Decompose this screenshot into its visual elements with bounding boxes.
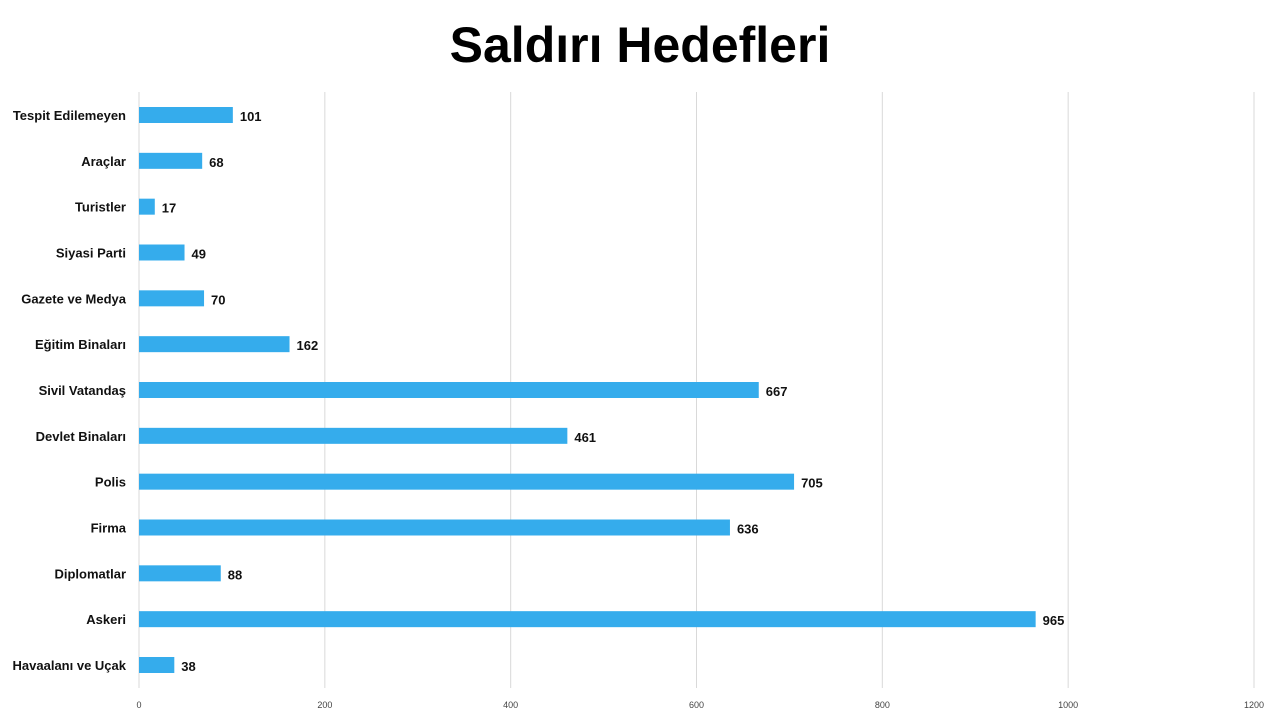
category-label: Sivil Vatandaş (39, 383, 126, 398)
data-label: 49 (192, 247, 206, 262)
bar (139, 107, 233, 123)
bar (139, 519, 730, 536)
x-tick-label: 800 (875, 700, 890, 710)
bar (139, 336, 290, 353)
bar (139, 565, 221, 582)
bar (139, 152, 203, 169)
bars (139, 107, 1036, 673)
bar (139, 382, 759, 398)
data-label: 461 (574, 430, 596, 445)
category-label: Tespit Edilemeyen (13, 108, 126, 123)
bar (139, 198, 155, 215)
bar (139, 290, 205, 307)
category-label: Firma (91, 521, 127, 536)
data-label: 101 (240, 109, 262, 124)
category-labels: Tespit Edilemeyen Araçlar Turistler Siyasi … (13, 108, 127, 673)
category-label: Havaalanı ve Uçak (13, 658, 127, 673)
data-label: 965 (1043, 613, 1065, 628)
bar (139, 657, 175, 673)
data-label: 68 (209, 155, 223, 170)
x-tick-label: 600 (689, 700, 704, 710)
data-labels: 101 68 17 49 70 162 667 461 705 636 88 965 38 (162, 109, 1065, 674)
bar (139, 611, 1036, 628)
data-label: 162 (297, 338, 319, 353)
bar (139, 473, 795, 490)
bar (139, 427, 568, 444)
category-label: Turistler (75, 200, 126, 215)
x-tick-label: 1000 (1058, 700, 1078, 710)
data-label: 38 (181, 659, 195, 674)
x-tick-label: 200 (317, 700, 332, 710)
data-label: 17 (162, 201, 176, 216)
data-label: 636 (737, 522, 759, 537)
category-label: Askeri (86, 612, 126, 627)
category-label: Siyasi Parti (56, 246, 126, 261)
chart-title: Saldırı Hedefleri (450, 17, 831, 73)
data-label: 88 (228, 567, 242, 582)
category-label: Polis (95, 475, 126, 490)
data-label: 667 (766, 384, 788, 399)
x-tick-label: 400 (503, 700, 518, 710)
bar (139, 244, 185, 261)
data-label: 705 (801, 476, 823, 491)
category-label: Devlet Binaları (36, 429, 126, 444)
x-tick-label: 0 (136, 700, 141, 710)
category-label: Eğitim Binaları (35, 337, 126, 352)
category-label: Gazete ve Medya (21, 291, 127, 306)
data-label: 70 (211, 292, 225, 307)
x-axis-ticks: 0 200 400 600 800 1000 1200 (136, 700, 1264, 710)
x-tick-label: 1200 (1244, 700, 1264, 710)
category-label: Araçlar (81, 154, 126, 169)
category-label: Diplomatlar (54, 566, 126, 581)
